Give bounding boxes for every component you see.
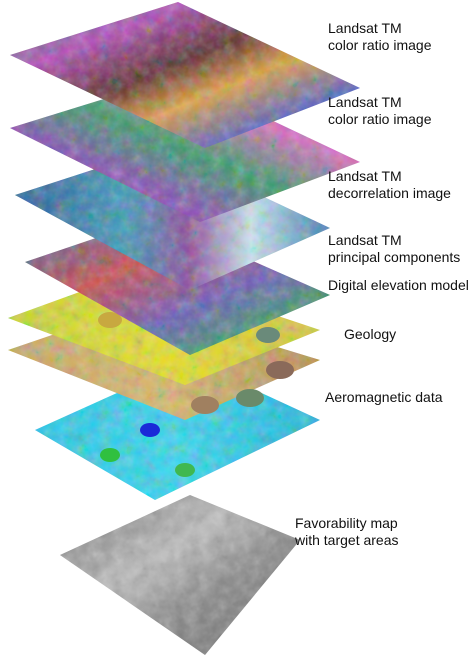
layer-label-dem: Digital elevation model	[328, 277, 469, 294]
layer-label-tm-decorr: Landsat TM decorrelation image	[328, 168, 451, 202]
aeromag-anomaly-patch	[100, 448, 120, 462]
layer-label-line: principal components	[328, 249, 461, 265]
layer-label-line: color ratio image	[328, 111, 432, 127]
layer-label-tm-ratio-2: Landsat TM color ratio image	[328, 94, 432, 128]
geology-unit-patch	[236, 389, 264, 407]
aeromag-anomaly-patch	[175, 463, 195, 477]
tm-ratio-2-texture	[10, 76, 360, 222]
layer-label-favorability: Favorability map with target areas	[295, 515, 399, 549]
favorability-texture	[60, 495, 300, 655]
layer-label-line: Landsat TM	[328, 232, 402, 248]
layer-label-tm-pc: Landsat TM principal components	[328, 232, 460, 266]
layer-label-line: Favorability map	[295, 515, 398, 531]
layer-label-line: color ratio image	[328, 37, 432, 53]
layer-label-line: Geology	[344, 326, 397, 342]
layer-label-line: decorrelation image	[328, 185, 451, 201]
tm-pc-texture	[25, 218, 330, 355]
tm-decorr-texture	[15, 148, 330, 290]
layer-label-aeromag: Aeromagnetic data	[325, 389, 443, 406]
layer-label-tm-ratio-1: Landsat TM color ratio image	[328, 20, 432, 54]
layer-label-line: Landsat TM	[328, 20, 402, 36]
layers-group	[8, 2, 360, 655]
dem-elevation-patch	[98, 312, 122, 328]
layer-label-line: Landsat TM	[328, 94, 402, 110]
layer-label-line: Aeromagnetic data	[325, 389, 443, 405]
geology-unit-patch	[266, 361, 294, 379]
aeromag-anomaly-patch	[140, 423, 160, 437]
dem-elevation-patch	[256, 327, 280, 343]
layer-label-line: with target areas	[295, 532, 399, 548]
geology-unit-patch	[191, 396, 219, 414]
tm-ratio-1-texture	[10, 2, 360, 148]
layer-label-line: Digital elevation model	[328, 277, 469, 293]
layer-label-line: Landsat TM	[328, 168, 402, 184]
layer-label-geology: Geology	[344, 326, 396, 343]
